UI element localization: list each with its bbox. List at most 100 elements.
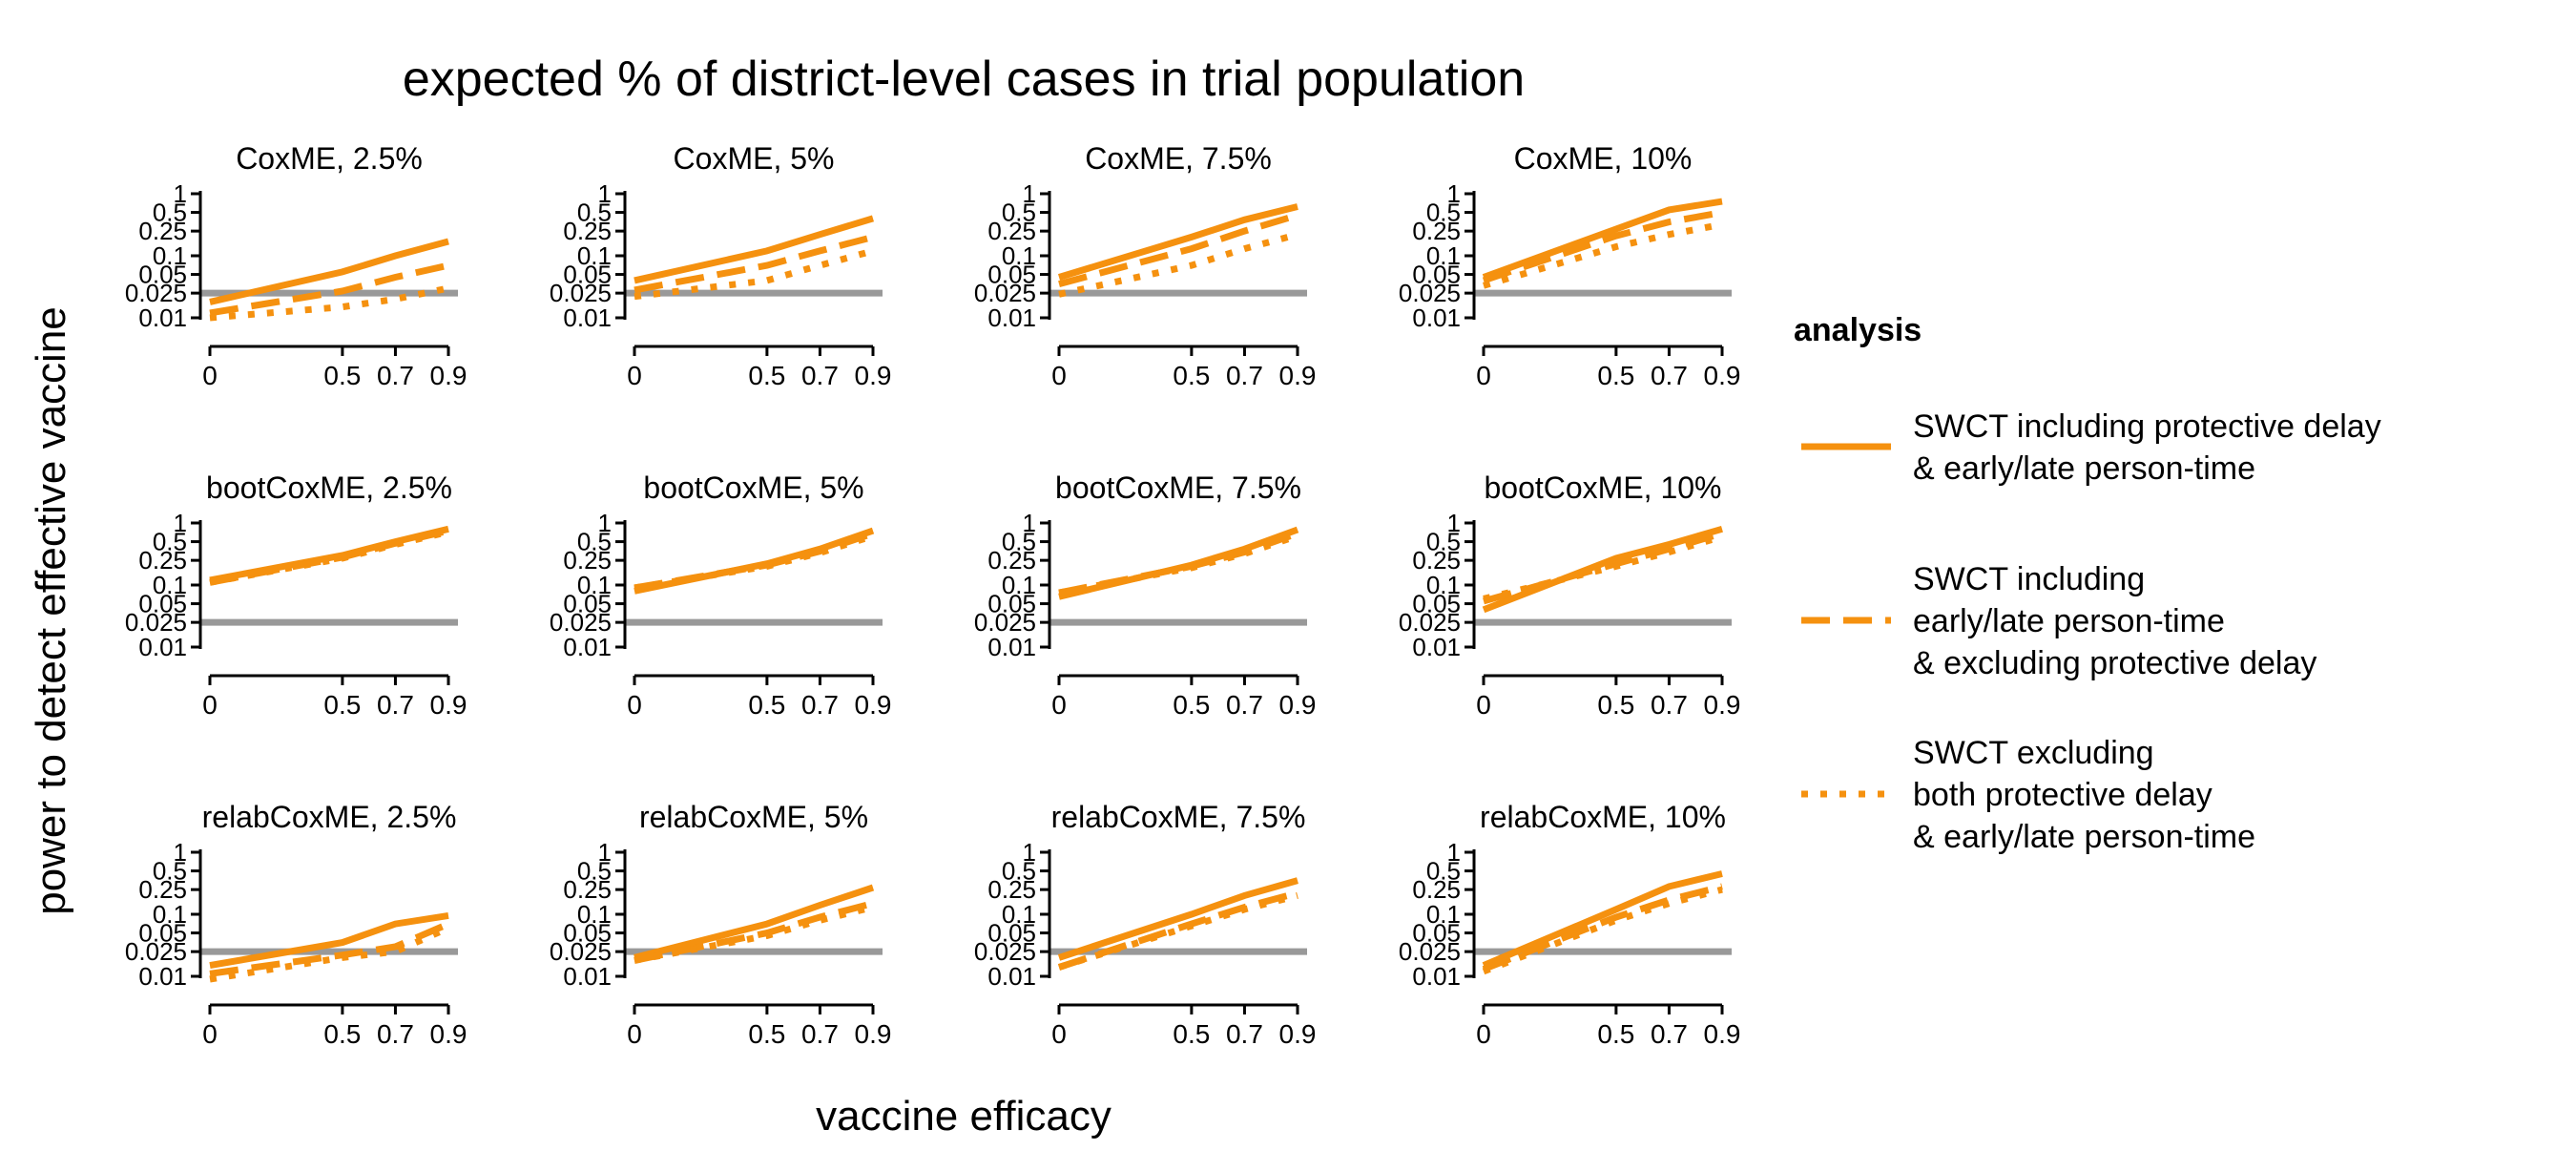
panel-title: bootCoxME, 2.5% [206,470,452,505]
y-tick-label: 1 [1023,179,1036,208]
y-tick-label: 1 [1447,838,1461,867]
y-tick-label: 1 [1023,509,1036,537]
x-tick-label: 0.7 [1226,361,1263,390]
series-line-dashed [1058,530,1299,596]
x-tick-label: 0.7 [1651,690,1688,720]
panel-title: relabCoxME, 2.5% [202,800,457,834]
panel-title: relabCoxME, 10% [1480,800,1726,834]
x-tick-label: 0.5 [748,361,785,390]
y-tick-label: 0.25 [138,875,187,904]
x-tick-label: 0.5 [323,1019,361,1049]
x-tick-label: 0.5 [323,690,361,720]
y-tick-label: 0.05 [1412,919,1461,948]
x-tick-label: 0 [1476,361,1491,390]
y-tick-label: 0.25 [563,217,612,245]
y-tick-label: 0.05 [987,261,1036,289]
x-tick-label: 0 [627,1019,642,1049]
x-tick-label: 0.7 [801,361,839,390]
y-tick-label: 0.025 [550,937,612,966]
series-line-dashed [209,261,449,317]
x-tick-label: 0.9 [430,690,467,720]
y-tick-label: 0.05 [987,919,1036,948]
series-line-solid [209,238,449,305]
y-tick-label: 0.05 [138,919,187,948]
x-tick-label: 0 [202,361,218,390]
x-tick-label: 0 [1051,690,1067,720]
x-tick-label: 0 [1051,1019,1067,1049]
panel: relabCoxME, 7.5%0.010.0250.050.10.250.51… [974,800,1317,1049]
y-tick-label: 0.25 [1412,546,1461,575]
series-line-dashed [1057,889,1298,971]
y-tick-label: 0.25 [987,217,1036,245]
y-tick-label: 0.05 [987,590,1036,618]
y-tick-label: 0.1 [153,241,187,270]
y-tick-label: 0.1 [153,900,187,929]
series-line-dotted [1482,886,1723,975]
series-line-dotted [1057,892,1298,971]
x-tick-label: 0.9 [1704,1019,1741,1049]
y-tick-label: 0.25 [563,546,612,575]
y-tick-label: 0.01 [138,303,187,332]
y-tick-label: 0.5 [153,199,187,227]
x-tick-label: 0.5 [1173,1019,1210,1049]
series-line-dashed [634,530,875,592]
x-tick-label: 0.5 [748,1019,785,1049]
y-tick-label: 0.01 [1412,633,1461,661]
x-tick-label: 0.5 [1597,361,1634,390]
series-line-dashed [634,900,874,964]
y-tick-label: 0.5 [1002,857,1036,886]
x-tick-label: 0.7 [1226,690,1263,720]
y-tick-label: 0.1 [1002,900,1036,929]
legend: analysis SWCT including protective delay &… [1794,312,2381,855]
x-tick-label: 0.7 [1651,361,1688,390]
legend-label: SWCT including [1913,561,2145,597]
series-line-solid [1057,203,1298,281]
x-tick-label: 0.5 [1173,690,1210,720]
x-tick-label: 0.9 [1279,361,1317,390]
y-tick-label: 0.25 [1412,875,1461,904]
y-tick-label: 0.5 [1426,857,1461,886]
panel-title: relabCoxME, 5% [639,800,868,834]
y-tick-label: 1 [174,179,187,208]
panel-title: CoxME, 2.5% [236,141,423,176]
x-tick-label: 0.9 [1704,690,1741,720]
series-line-solid [634,884,875,961]
y-tick-label: 0.025 [974,279,1036,307]
y-tick-label: 0.5 [577,528,612,556]
y-tick-label: 0.05 [138,590,187,618]
series-line-solid [209,525,449,584]
series-line-solid [1482,870,1723,969]
y-tick-label: 0.1 [577,241,612,270]
panel: bootCoxME, 2.5%0.010.0250.050.10.250.510… [125,470,467,720]
y-tick-label: 0.01 [563,303,612,332]
x-tick-label: 0.9 [1279,1019,1317,1049]
y-tick-label: 0.1 [153,571,187,599]
y-tick-label: 0.1 [1426,241,1461,270]
y-tick-label: 0.025 [974,608,1036,637]
panel-title: CoxME, 10% [1514,141,1693,176]
y-tick-label: 0.25 [987,875,1036,904]
y-axis-label: power to detect effective vaccine [28,306,74,915]
y-tick-label: 0.01 [1412,303,1461,332]
x-tick-label: 0.9 [1704,361,1741,390]
y-tick-label: 0.5 [577,857,612,886]
y-tick-label: 0.01 [138,633,187,661]
y-tick-label: 0.025 [125,279,187,307]
series-line-dashed [634,234,874,294]
series-line-dashed [209,527,449,586]
x-tick-label: 0 [202,1019,218,1049]
y-tick-label: 0.01 [138,962,187,991]
y-tick-label: 0.025 [974,937,1036,966]
panel-title: bootCoxME, 5% [643,470,863,505]
series-line-dotted [209,284,449,322]
y-tick-label: 0.05 [563,590,612,618]
x-tick-label: 0.7 [377,690,414,720]
x-axis-label: vaccine efficacy [816,1093,1111,1140]
